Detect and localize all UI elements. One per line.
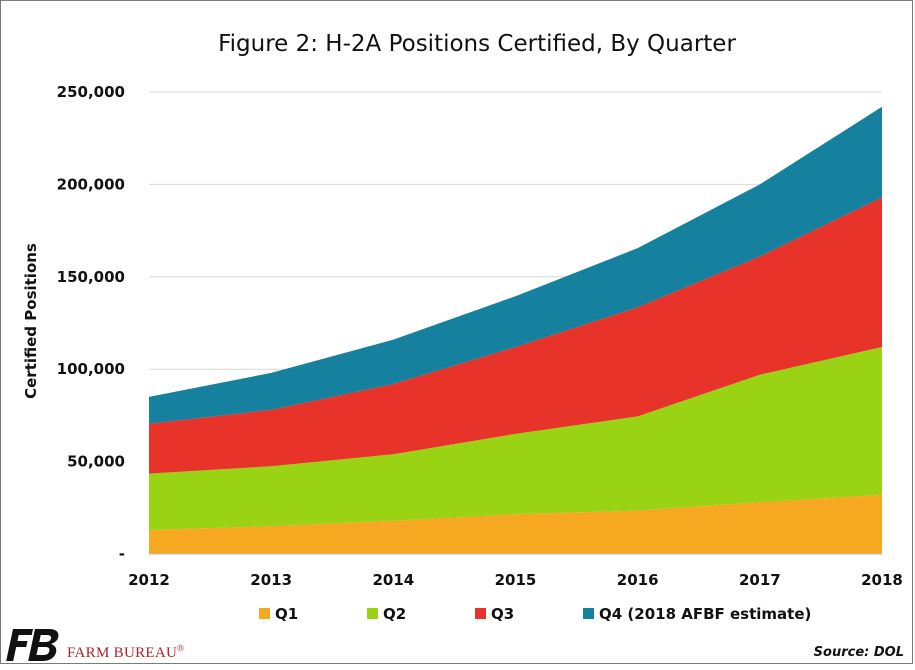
- x-axis-ticks: 2012 2013 2014 2015 2016 2017 2018: [128, 553, 903, 589]
- area-series-q2: [149, 347, 882, 530]
- legend-label: Q2: [383, 605, 406, 623]
- legend-swatch: [583, 608, 594, 619]
- y-tick-label: 100,000: [57, 360, 125, 378]
- brand-name: FARM BUREAU®: [67, 643, 184, 661]
- legend-swatch: [367, 608, 378, 619]
- x-tick-label: 2017: [739, 571, 781, 589]
- x-tick-label: 2016: [617, 571, 659, 589]
- y-tick-label: 150,000: [57, 268, 125, 286]
- legend-label: Q3: [491, 605, 514, 623]
- farm-bureau-logo: FARM BUREAU®: [6, 629, 184, 661]
- legend: Q1 Q2 Q3 Q4 (2018 AFBF estimate): [259, 605, 811, 623]
- area-series-q1: [149, 494, 882, 554]
- x-tick-label: 2012: [128, 571, 170, 589]
- y-tick-label: 250,000: [57, 83, 125, 101]
- x-tick-label: 2014: [372, 571, 414, 589]
- fb-logo-icon: [6, 629, 59, 661]
- chart-title: Figure 2: H-2A Positions Certified, By Q…: [218, 31, 736, 57]
- source-note: Source: DOL: [814, 645, 904, 660]
- legend-swatch: [259, 608, 270, 619]
- x-tick-label: 2015: [495, 571, 537, 589]
- y-tick-label: 50,000: [67, 453, 125, 471]
- y-axis-ticks: - 50,000 100,000 150,000 200,000 250,000: [57, 83, 125, 563]
- y-axis-label: Certified Positions: [22, 243, 40, 399]
- x-tick-label: 2018: [861, 571, 903, 589]
- area-series-q3: [149, 197, 882, 474]
- legend-label: Q1: [275, 605, 298, 623]
- y-tick-label: 200,000: [57, 175, 125, 193]
- stacked-areas: [149, 106, 882, 554]
- area-series-q4: [149, 106, 882, 424]
- legend-label: Q4 (2018 AFBF estimate): [599, 605, 811, 623]
- legend-swatch: [475, 608, 486, 619]
- x-tick-label: 2013: [250, 571, 292, 589]
- y-tick-label: -: [119, 545, 125, 563]
